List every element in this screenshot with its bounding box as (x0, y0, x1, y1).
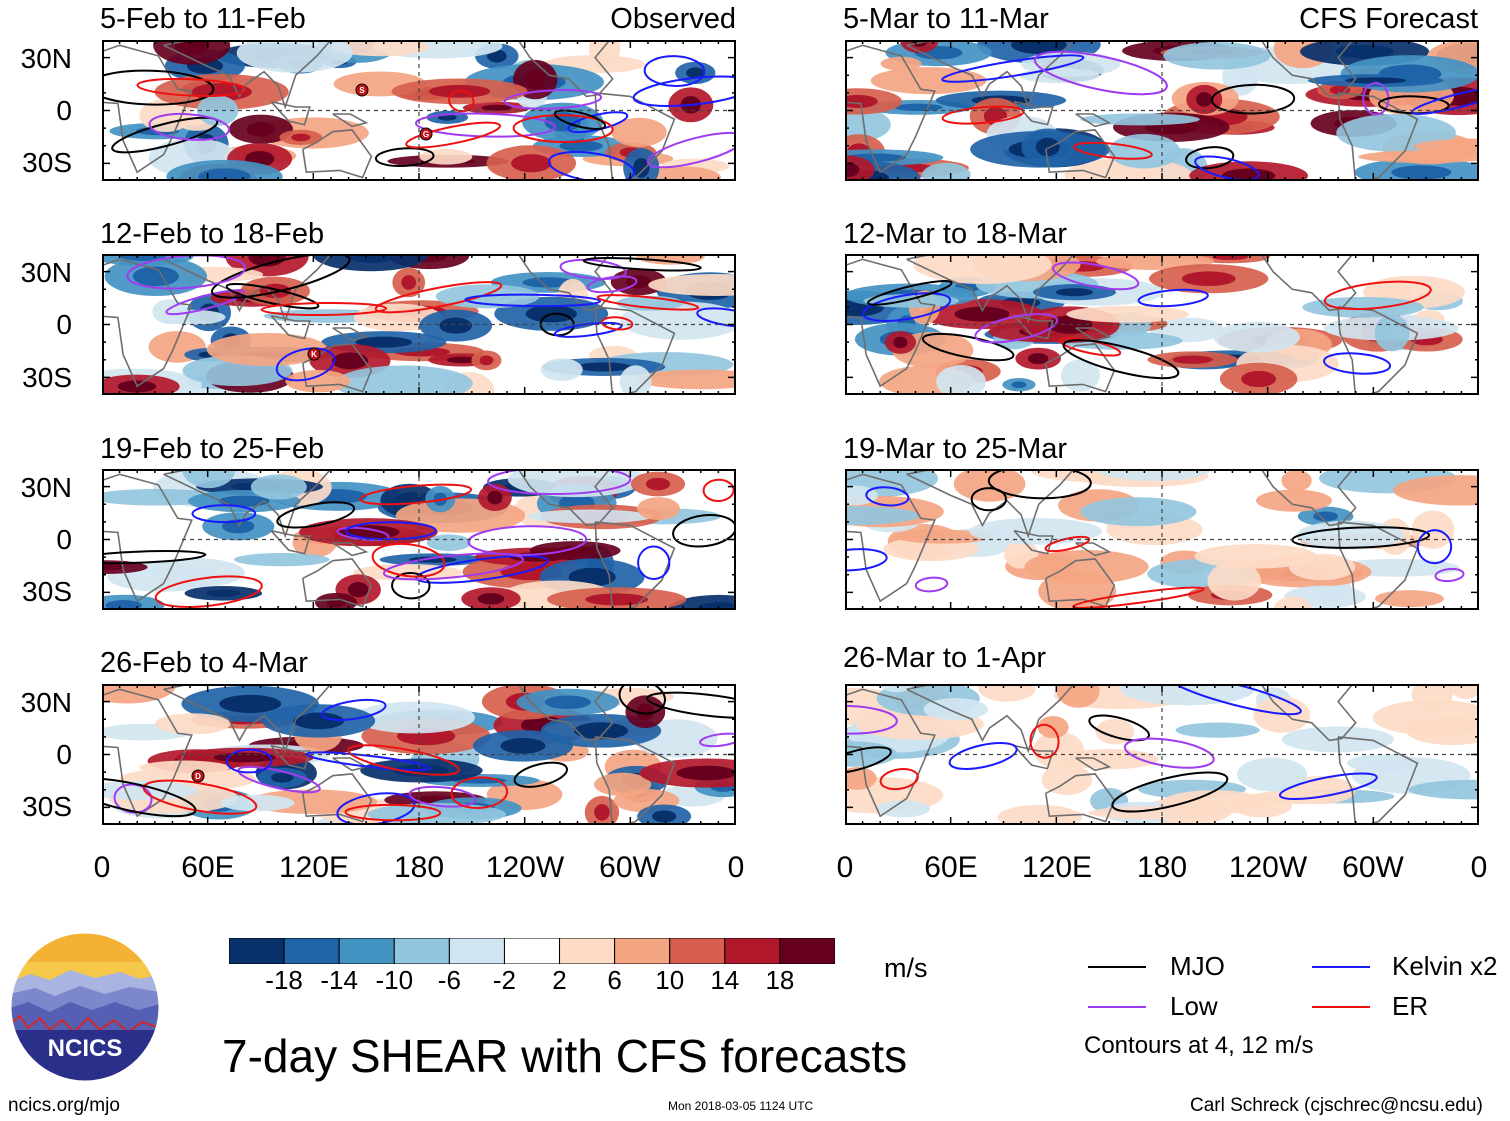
lat-label-30n-3: 30N (20, 472, 72, 503)
legend-line-low (1088, 1006, 1146, 1008)
lon-label-0-end-left: 0 (727, 851, 745, 884)
colorbar-box-3 (393, 938, 450, 964)
lon-label-60w-right: 60W (1342, 851, 1404, 884)
lon-label-180-left: 180 (393, 851, 445, 884)
colorbar-box-0 (229, 938, 285, 964)
storm-marker-d: D (191, 769, 205, 783)
lat-label-30n-2: 30N (20, 257, 72, 288)
lat-label-30s-2: 30S (22, 362, 72, 393)
legend-label-er: ER (1392, 991, 1429, 1021)
colorbar-box-8 (669, 938, 726, 964)
lon-label-0-right: 0 (836, 851, 854, 884)
colorbar-box-4 (448, 938, 505, 964)
colorbar-tick-label: -18 (265, 965, 303, 995)
legend-label-low: Low (1170, 991, 1218, 1021)
colorbar-tick-label: 18 (765, 965, 795, 995)
lon-label-120e-right: 120E (1021, 851, 1093, 884)
footer-url[interactable]: ncics.org/mjo (8, 1095, 120, 1116)
lat-label-30s-4: 30S (22, 791, 72, 822)
legend-label-mjo: MJO (1170, 951, 1225, 981)
shear-map-forecast-3 (845, 469, 1479, 610)
footer-credit: Carl Schreck (cjschrec@ncsu.edu) (1190, 1095, 1483, 1116)
shear-map-forecast-2 (845, 254, 1479, 395)
colorbar-box-9 (724, 938, 781, 964)
footer-timestamp: Mon 2018-03-05 1124 UTC (668, 1099, 814, 1113)
shear-map-forecast-1 (845, 40, 1479, 181)
lat-label-eq-1: 0 (56, 95, 72, 126)
colorbar-box-6 (559, 938, 616, 964)
legend-line-kelvin (1312, 966, 1370, 968)
panel-title-4: 26-Feb to 4-Mar (100, 647, 308, 679)
legend-contour-note: Contours at 4, 12 m/s (1084, 1032, 1314, 1059)
legend-label-kelvin: Kelvin x2 (1392, 951, 1498, 981)
colorbar-tick-label: -14 (320, 965, 358, 995)
shear-map-observed-4: D (102, 684, 736, 825)
shear-map-forecast-4 (845, 684, 1479, 825)
panel-title-6: 12-Mar to 18-Mar (843, 218, 1068, 250)
lon-label-120e-left: 120E (278, 851, 350, 884)
colorbar-tick-label: -2 (492, 965, 517, 995)
panel-title-3: 19-Feb to 25-Feb (100, 433, 325, 465)
svg-text:D: D (195, 772, 201, 781)
colorbar-tick-label: 2 (552, 965, 567, 995)
legend-line-er (1312, 1006, 1370, 1008)
colorbar-box-7 (614, 938, 671, 964)
panel-title-1: 5-Feb to 11-Feb (100, 3, 306, 35)
storm-marker-k: K (307, 347, 321, 361)
lon-label-120w-right: 120W (1228, 851, 1308, 884)
storm-marker-g: G (419, 127, 433, 141)
colorbar-tick-label: 6 (607, 965, 622, 995)
lat-label-30s-3: 30S (22, 576, 72, 607)
logo-text: NCICS (48, 1035, 123, 1062)
panel-title-8: 26-Mar to 1-Apr (843, 642, 1047, 674)
lon-label-120w-left: 120W (485, 851, 565, 884)
lat-label-eq-2: 0 (56, 309, 72, 340)
shear-map-observed-1: SG (102, 40, 736, 181)
lat-label-eq-3: 0 (56, 524, 72, 555)
svg-text:K: K (311, 350, 317, 359)
main-title: 7-day SHEAR with CFS forecasts (222, 1030, 908, 1082)
shear-map-observed-3 (102, 469, 736, 610)
panel-title-7: 19-Mar to 25-Mar (843, 433, 1068, 465)
colorbar-units: m/s (884, 953, 928, 983)
colorbar (229, 938, 835, 964)
lat-label-30n-1: 30N (20, 43, 72, 74)
lon-label-60w-left: 60W (599, 851, 661, 884)
storm-marker-s: S (355, 83, 369, 97)
colorbar-tick-label: -10 (375, 965, 414, 995)
lon-label-60e-left: 60E (181, 851, 235, 884)
lon-label-180-right: 180 (1136, 851, 1188, 884)
observed-label: Observed (610, 3, 736, 35)
panel-title-2: 12-Feb to 18-Feb (100, 218, 325, 250)
lat-label-30n-4: 30N (20, 687, 72, 718)
colorbar-box-5 (503, 938, 561, 964)
shear-map-observed-2: K (102, 254, 736, 395)
lon-label-0-left: 0 (93, 851, 111, 884)
lat-label-eq-4: 0 (56, 739, 72, 770)
ncics-logo: NCICS (10, 932, 160, 1082)
svg-text:G: G (423, 130, 429, 139)
lon-label-0-end-right: 0 (1470, 851, 1488, 884)
panel-title-5: 5-Mar to 11-Mar (843, 3, 1049, 35)
colorbar-tick-label: 10 (655, 965, 685, 995)
lon-label-60e-right: 60E (924, 851, 978, 884)
colorbar-box-1 (283, 938, 340, 964)
legend-line-mjo (1088, 966, 1146, 968)
colorbar-tick-label: -6 (437, 965, 461, 995)
colorbar-box-10 (779, 938, 835, 964)
svg-text:S: S (359, 86, 365, 95)
colorbar-tick-label: 14 (710, 965, 740, 995)
colorbar-box-2 (338, 938, 395, 964)
forecast-label: CFS Forecast (1299, 3, 1478, 35)
lat-label-30s-1: 30S (22, 147, 72, 178)
